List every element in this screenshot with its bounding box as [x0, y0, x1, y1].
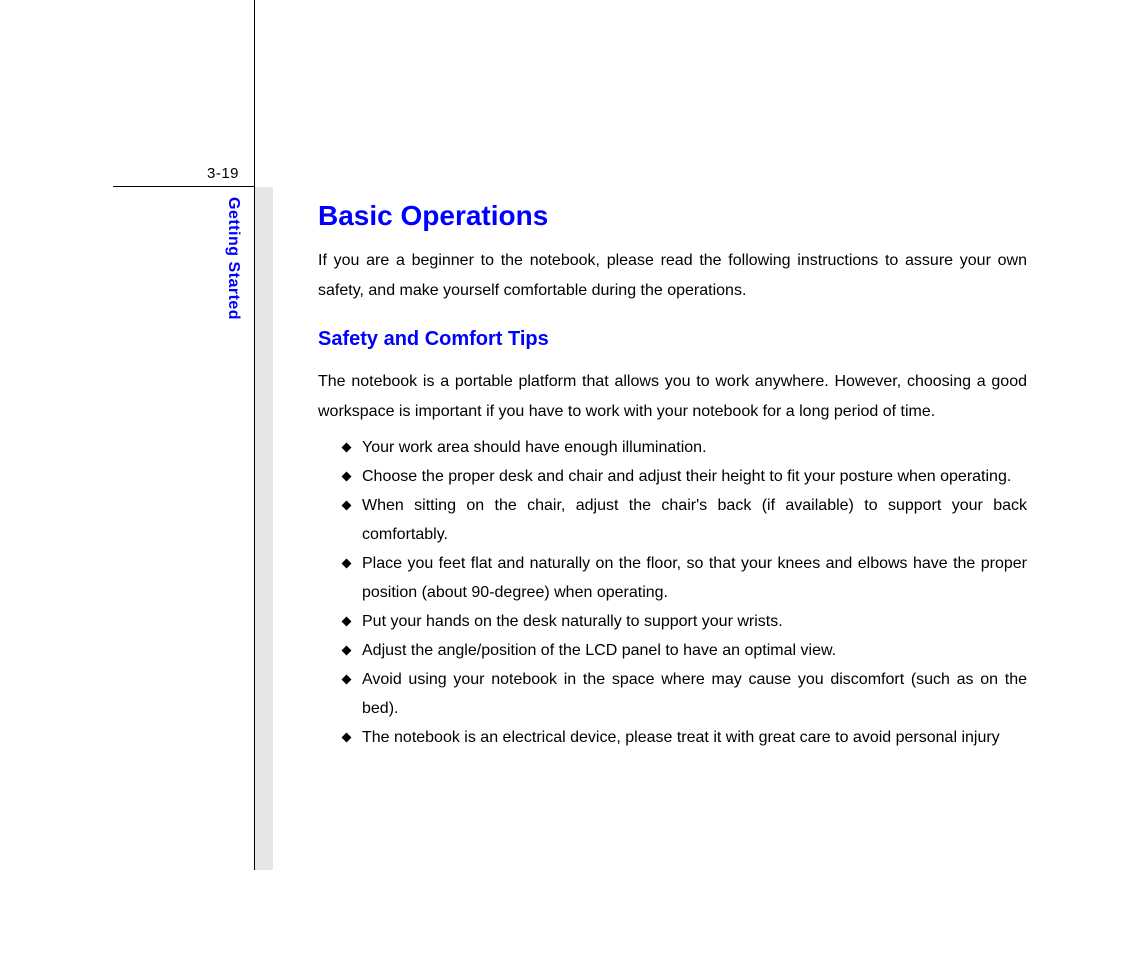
horizontal-rule — [113, 186, 254, 187]
list-item: Avoid using your notebook in the space w… — [362, 665, 1027, 723]
document-page: 3-19 Getting Started Basic Operations If… — [0, 0, 1137, 954]
list-item: The notebook is an electrical device, pl… — [362, 723, 1027, 752]
content-area: Basic Operations If you are a beginner t… — [318, 200, 1027, 752]
section-side-label: Getting Started — [224, 197, 242, 320]
margin-grey-bar — [255, 187, 273, 870]
page-number: 3-19 — [207, 165, 239, 182]
section-heading: Safety and Comfort Tips — [318, 328, 1027, 351]
list-item: Choose the proper desk and chair and adj… — [362, 462, 1027, 491]
list-item: When sitting on the chair, adjust the ch… — [362, 491, 1027, 549]
section-intro: The notebook is a portable platform that… — [318, 367, 1027, 427]
page-title: Basic Operations — [318, 200, 1027, 232]
intro-paragraph: If you are a beginner to the notebook, p… — [318, 246, 1027, 306]
list-item: Place you feet flat and naturally on the… — [362, 549, 1027, 607]
list-item: Put your hands on the desk naturally to … — [362, 607, 1027, 636]
list-item: Adjust the angle/position of the LCD pan… — [362, 636, 1027, 665]
list-item: Your work area should have enough illumi… — [362, 433, 1027, 462]
tips-list: Your work area should have enough illumi… — [318, 433, 1027, 752]
